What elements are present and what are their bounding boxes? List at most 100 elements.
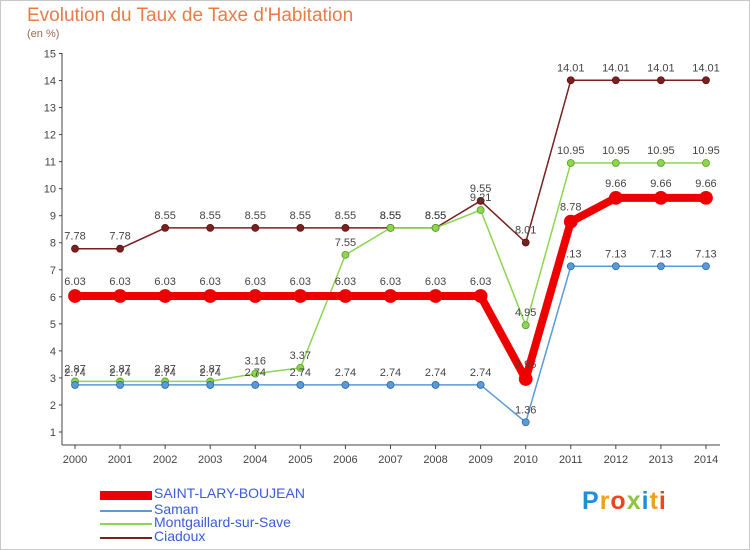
data-point-saint-lary-boujean [158, 289, 173, 303]
data-label-ciadoux: 14.01 [602, 62, 630, 74]
data-label-saint-lary-boujean: 6.03 [199, 276, 220, 288]
data-point-saint-lary-boujean [473, 289, 488, 303]
data-point-saman [71, 381, 79, 389]
data-point-ciadoux [206, 223, 215, 232]
data-label-ciadoux: 8.55 [154, 210, 175, 222]
data-point-saman [476, 381, 485, 389]
y-tick-label: 1 [50, 427, 56, 439]
data-label-montgaillard-sur-save: 2.87 [154, 363, 175, 375]
data-point-montgaillard-sur-save [611, 159, 620, 167]
logo-letter: i [641, 487, 650, 515]
data-point-saman [116, 381, 124, 389]
y-tick-label: 15 [44, 49, 56, 61]
y-tick-label: 12 [44, 130, 56, 142]
data-point-saman [251, 381, 260, 389]
data-point-ciadoux [611, 76, 620, 85]
data-point-montgaillard-sur-save [521, 321, 530, 330]
data-label-ciadoux: 9.55 [470, 183, 491, 195]
data-label-montgaillard-sur-save: 2.87 [109, 363, 130, 375]
data-point-saint-lary-boujean [248, 289, 263, 303]
data-point-saman [566, 262, 575, 271]
logo-letter: r [599, 487, 611, 515]
data-label-saman: 2.74 [425, 367, 446, 379]
legend-label-saman: Saman [154, 501, 199, 517]
data-label-saint-lary-boujean: 6.03 [380, 276, 401, 288]
data-label-saman: 2.74 [245, 367, 266, 379]
data-label-saint-lary-boujean: 2.96 [515, 359, 536, 371]
data-point-saint-lary-boujean [383, 289, 398, 303]
data-label-saman: 7.13 [695, 248, 716, 260]
data-label-saman: 2.74 [64, 367, 85, 379]
data-point-montgaillard-sur-save [702, 159, 710, 167]
data-point-montgaillard-sur-save [386, 223, 395, 232]
data-point-saman [431, 381, 440, 389]
logo-letter: o [610, 487, 627, 515]
data-point-saman [657, 262, 665, 271]
data-point-saman [521, 418, 530, 427]
data-point-saint-lary-boujean [563, 214, 578, 229]
data-point-montgaillard-sur-save [341, 251, 350, 259]
data-point-ciadoux [657, 76, 665, 85]
legend-swatch-montgaillard-sur-save [100, 523, 152, 525]
data-point-saman [702, 262, 710, 271]
data-point-saint-lary-boujean [68, 289, 82, 303]
y-tick-label: 7 [50, 265, 56, 277]
data-label-saint-lary-boujean: 6.03 [425, 276, 446, 288]
x-tick-label: 2003 [198, 454, 222, 466]
data-label-montgaillard-sur-save: 4.95 [515, 307, 536, 319]
data-label-saint-lary-boujean: 9.66 [695, 178, 716, 190]
data-label-saman: 2.74 [154, 367, 175, 379]
data-point-ciadoux [566, 76, 575, 85]
data-label-saint-lary-boujean: 9.66 [650, 178, 671, 190]
data-point-saman [611, 262, 620, 271]
x-tick-label: 2002 [153, 454, 177, 466]
data-label-saint-lary-boujean: 6.03 [470, 276, 491, 288]
data-point-saint-lary-boujean [428, 289, 443, 303]
data-label-ciadoux: 14.01 [647, 62, 675, 74]
x-tick-label: 2012 [604, 454, 628, 466]
data-label-saint-lary-boujean: 6.03 [335, 276, 356, 288]
data-label-montgaillard-sur-save: 3.37 [290, 350, 311, 362]
x-tick-label: 2010 [513, 454, 537, 466]
data-point-montgaillard-sur-save [296, 364, 305, 372]
y-tick-label: 10 [44, 184, 56, 196]
data-label-ciadoux: 8.55 [199, 210, 220, 222]
data-label-ciadoux: 8.55 [425, 210, 446, 222]
data-label-ciadoux: 8.55 [245, 210, 266, 222]
data-point-saman [161, 381, 170, 389]
data-label-saint-lary-boujean: 6.03 [109, 276, 130, 288]
legend-swatch-saman [100, 510, 152, 512]
legend-swatch-ciadoux [100, 537, 152, 539]
y-tick-label: 13 [44, 103, 56, 115]
x-tick-label: 2008 [423, 454, 447, 466]
data-label-ciadoux: 8.55 [335, 210, 356, 222]
y-tick-label: 5 [50, 319, 56, 331]
data-point-saint-lary-boujean [608, 190, 623, 205]
logo-letter: t [649, 487, 659, 515]
data-label-saman: 2.74 [199, 367, 220, 379]
data-label-ciadoux: 7.78 [64, 231, 85, 243]
data-point-saint-lary-boujean [518, 372, 533, 386]
proxiti-logo: Proxiti [582, 487, 667, 516]
data-label-montgaillard-sur-save: 3.16 [245, 356, 266, 368]
data-point-ciadoux [161, 223, 170, 232]
data-label-montgaillard-sur-save: 9.21 [470, 192, 491, 204]
data-point-saint-lary-boujean [699, 190, 713, 205]
x-tick-label: 2001 [108, 454, 132, 466]
data-label-saman: 2.74 [335, 367, 356, 379]
data-point-ciadoux [341, 223, 350, 232]
data-label-saman: 2.74 [290, 367, 311, 379]
data-point-montgaillard-sur-save [431, 223, 440, 232]
data-point-ciadoux [296, 223, 305, 232]
data-point-montgaillard-sur-save [566, 159, 575, 167]
x-tick-label: 2006 [333, 454, 357, 466]
data-label-montgaillard-sur-save: 8.55 [425, 210, 446, 222]
x-tick-label: 2004 [243, 454, 267, 466]
y-tick-label: 2 [50, 400, 56, 412]
data-label-saman: 1.36 [515, 404, 536, 416]
data-label-montgaillard-sur-save: 7.55 [335, 237, 356, 249]
data-label-saint-lary-boujean: 8.78 [560, 202, 581, 214]
data-label-ciadoux: 14.01 [692, 62, 720, 74]
data-point-ciadoux [71, 244, 79, 253]
legend-label-ciadoux: Ciadoux [154, 528, 206, 544]
